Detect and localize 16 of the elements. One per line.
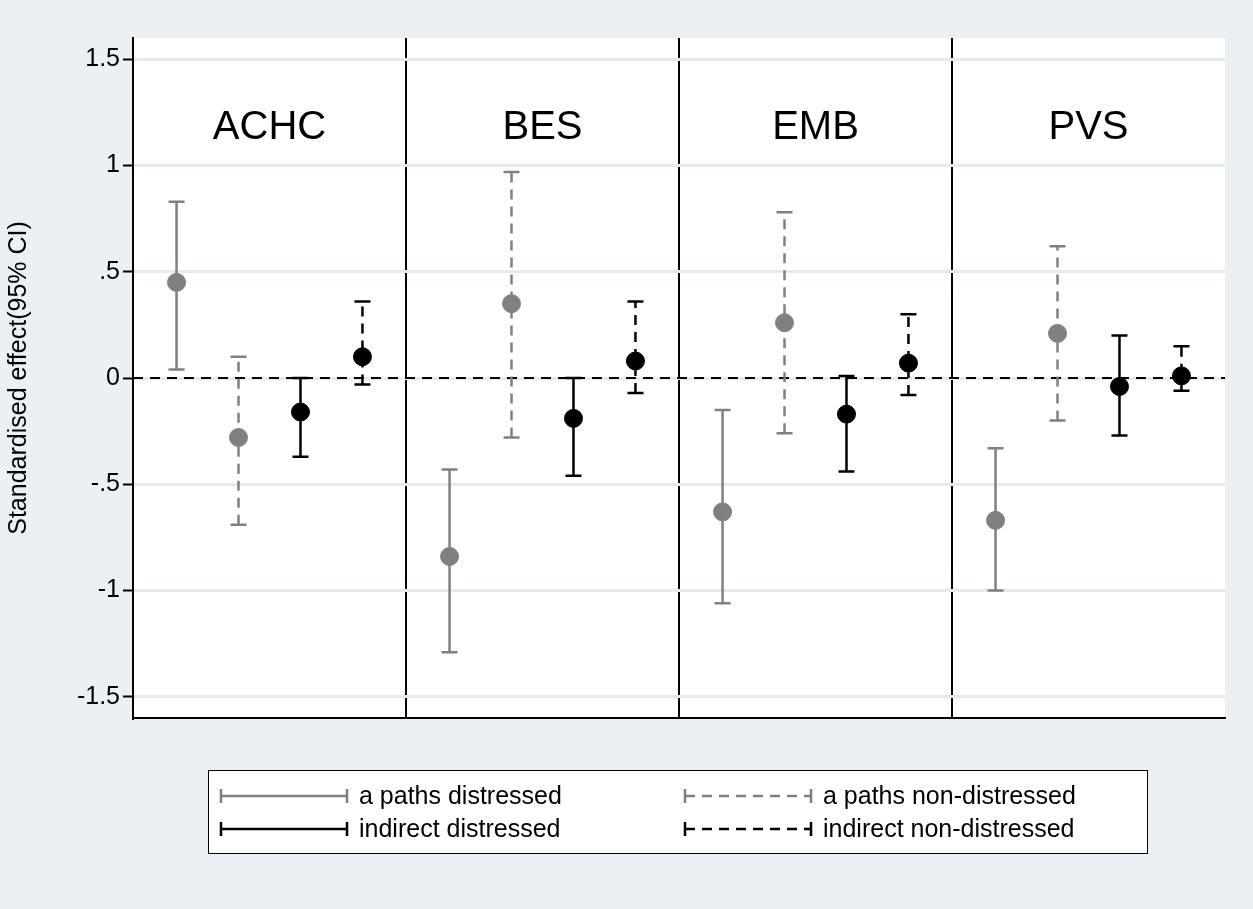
y-tick-label: -1 [97, 574, 120, 603]
x-tick-label: EMB [772, 103, 859, 148]
legend-label: indirect distressed [359, 814, 561, 843]
x-tick-label: BES [502, 103, 583, 148]
y-tick-label: 1.5 [85, 43, 120, 72]
legend-label: indirect non-distressed [823, 814, 1075, 843]
y-tick-label: .5 [99, 255, 120, 284]
y-axis-title: Standardised effect(95% CI) [2, 221, 31, 535]
legend-label: a paths distressed [359, 781, 562, 810]
x-tick-label: ACHC [212, 103, 327, 148]
x-tick-label: PVS [1048, 103, 1129, 148]
legend-label: a paths non-distressed [823, 781, 1076, 810]
y-tick-label: 0 [106, 361, 120, 390]
y-tick-label: -1.5 [76, 680, 120, 709]
y-tick-label: -.5 [90, 468, 120, 497]
y-tick-label: 1 [106, 149, 120, 178]
